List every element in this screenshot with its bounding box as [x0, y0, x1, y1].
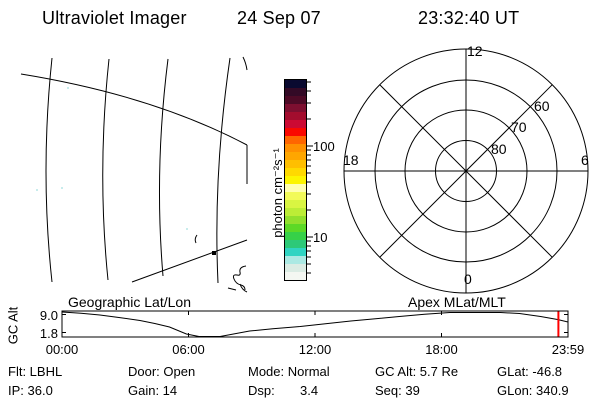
status-glon: GLon: 340.9	[497, 383, 569, 398]
page-title: Ultraviolet Imager	[42, 8, 187, 28]
colorbar-segment	[285, 88, 306, 96]
colorbar-segment	[285, 256, 306, 264]
colorbar-segment	[285, 160, 306, 168]
strip-ytick-9: 9.0	[39, 308, 58, 323]
status-seq: Seq: 39	[375, 383, 420, 398]
strip-xtick-1800: 18:00	[425, 342, 458, 357]
strip-ytick-1-8: 1.8	[39, 326, 58, 341]
strip-xtick-0600: 06:00	[172, 342, 205, 357]
status-gc-alt: GC Alt: 5.7 Re	[375, 364, 459, 379]
status-mode: Mode: Normal	[248, 364, 330, 379]
strip-y-axis-label: GC Alt	[5, 306, 21, 345]
colorbar-ticks	[307, 81, 313, 274]
geographic-grid	[20, 56, 248, 284]
colorbar-segment	[285, 152, 306, 160]
strip-xtick-1200: 12:00	[298, 342, 332, 357]
colorbar-segment	[285, 200, 306, 208]
faint-image-pixels	[36, 87, 188, 230]
colorbar-segment	[285, 112, 306, 120]
strip-frame	[61, 310, 569, 338]
mlt-label-6: 6	[581, 152, 589, 168]
colorbar-segment	[285, 176, 306, 184]
mlt-label-0: 0	[464, 271, 472, 287]
colorbar-segment	[285, 144, 306, 152]
mlt-label-12: 12	[467, 43, 483, 59]
colorbar-tick-10: 10	[313, 230, 328, 245]
date-label: 24 Sep 07	[237, 8, 321, 28]
status-dsp: Dsp: 3.4	[248, 383, 319, 398]
status-ip: IP: 36.0	[8, 383, 53, 398]
strip-xtick-0000: 00:00	[45, 342, 79, 357]
geographic-caption: Geographic Lat/Lon	[68, 294, 191, 310]
coastline-fragments	[194, 234, 248, 293]
colorbar-segment	[285, 216, 306, 224]
status-gain: Gain: 14	[128, 383, 178, 398]
colorbar-segment	[285, 80, 306, 88]
status-door: Door: Open	[128, 364, 196, 379]
colorbar-segment	[285, 208, 306, 216]
colorbar-segment	[285, 264, 306, 272]
intensity-colorbar	[284, 79, 307, 281]
gc-alt-curve	[61, 311, 569, 337]
colorbar-segment	[285, 184, 306, 192]
time-label: 23:32:40 UT	[418, 8, 520, 28]
mlat-ring-label-60: 60	[534, 98, 550, 114]
status-glat: GLat: -46.8	[497, 364, 563, 379]
colorbar-segment	[285, 272, 306, 280]
mlat-ring-label-80: 80	[491, 141, 507, 157]
colorbar-segment	[285, 240, 306, 248]
colorbar-segment	[285, 120, 306, 128]
apex-polar-grid	[343, 48, 589, 294]
mlat-ring-label-70: 70	[511, 119, 527, 135]
map-grid-dot	[212, 251, 216, 255]
colorbar-segment	[285, 104, 306, 112]
apex-caption: Apex MLat/MLT	[408, 294, 506, 310]
colorbar-segment	[285, 128, 306, 136]
strip-xtick-2359: 23:59	[551, 342, 585, 357]
colorbar-segment	[285, 136, 306, 144]
mlt-label-18: 18	[343, 152, 359, 168]
colorbar-segment	[285, 96, 306, 104]
colorbar-segment	[285, 192, 306, 200]
colorbar-segment	[285, 232, 306, 240]
colorbar-segment	[285, 248, 306, 256]
colorbar-segment	[285, 168, 306, 176]
colorbar-tick-100: 100	[313, 139, 335, 154]
colorbar-units-label: photon cm⁻²s⁻¹	[270, 148, 285, 238]
status-flt: Flt: LBHL	[8, 364, 63, 379]
colorbar-segment	[285, 224, 306, 232]
